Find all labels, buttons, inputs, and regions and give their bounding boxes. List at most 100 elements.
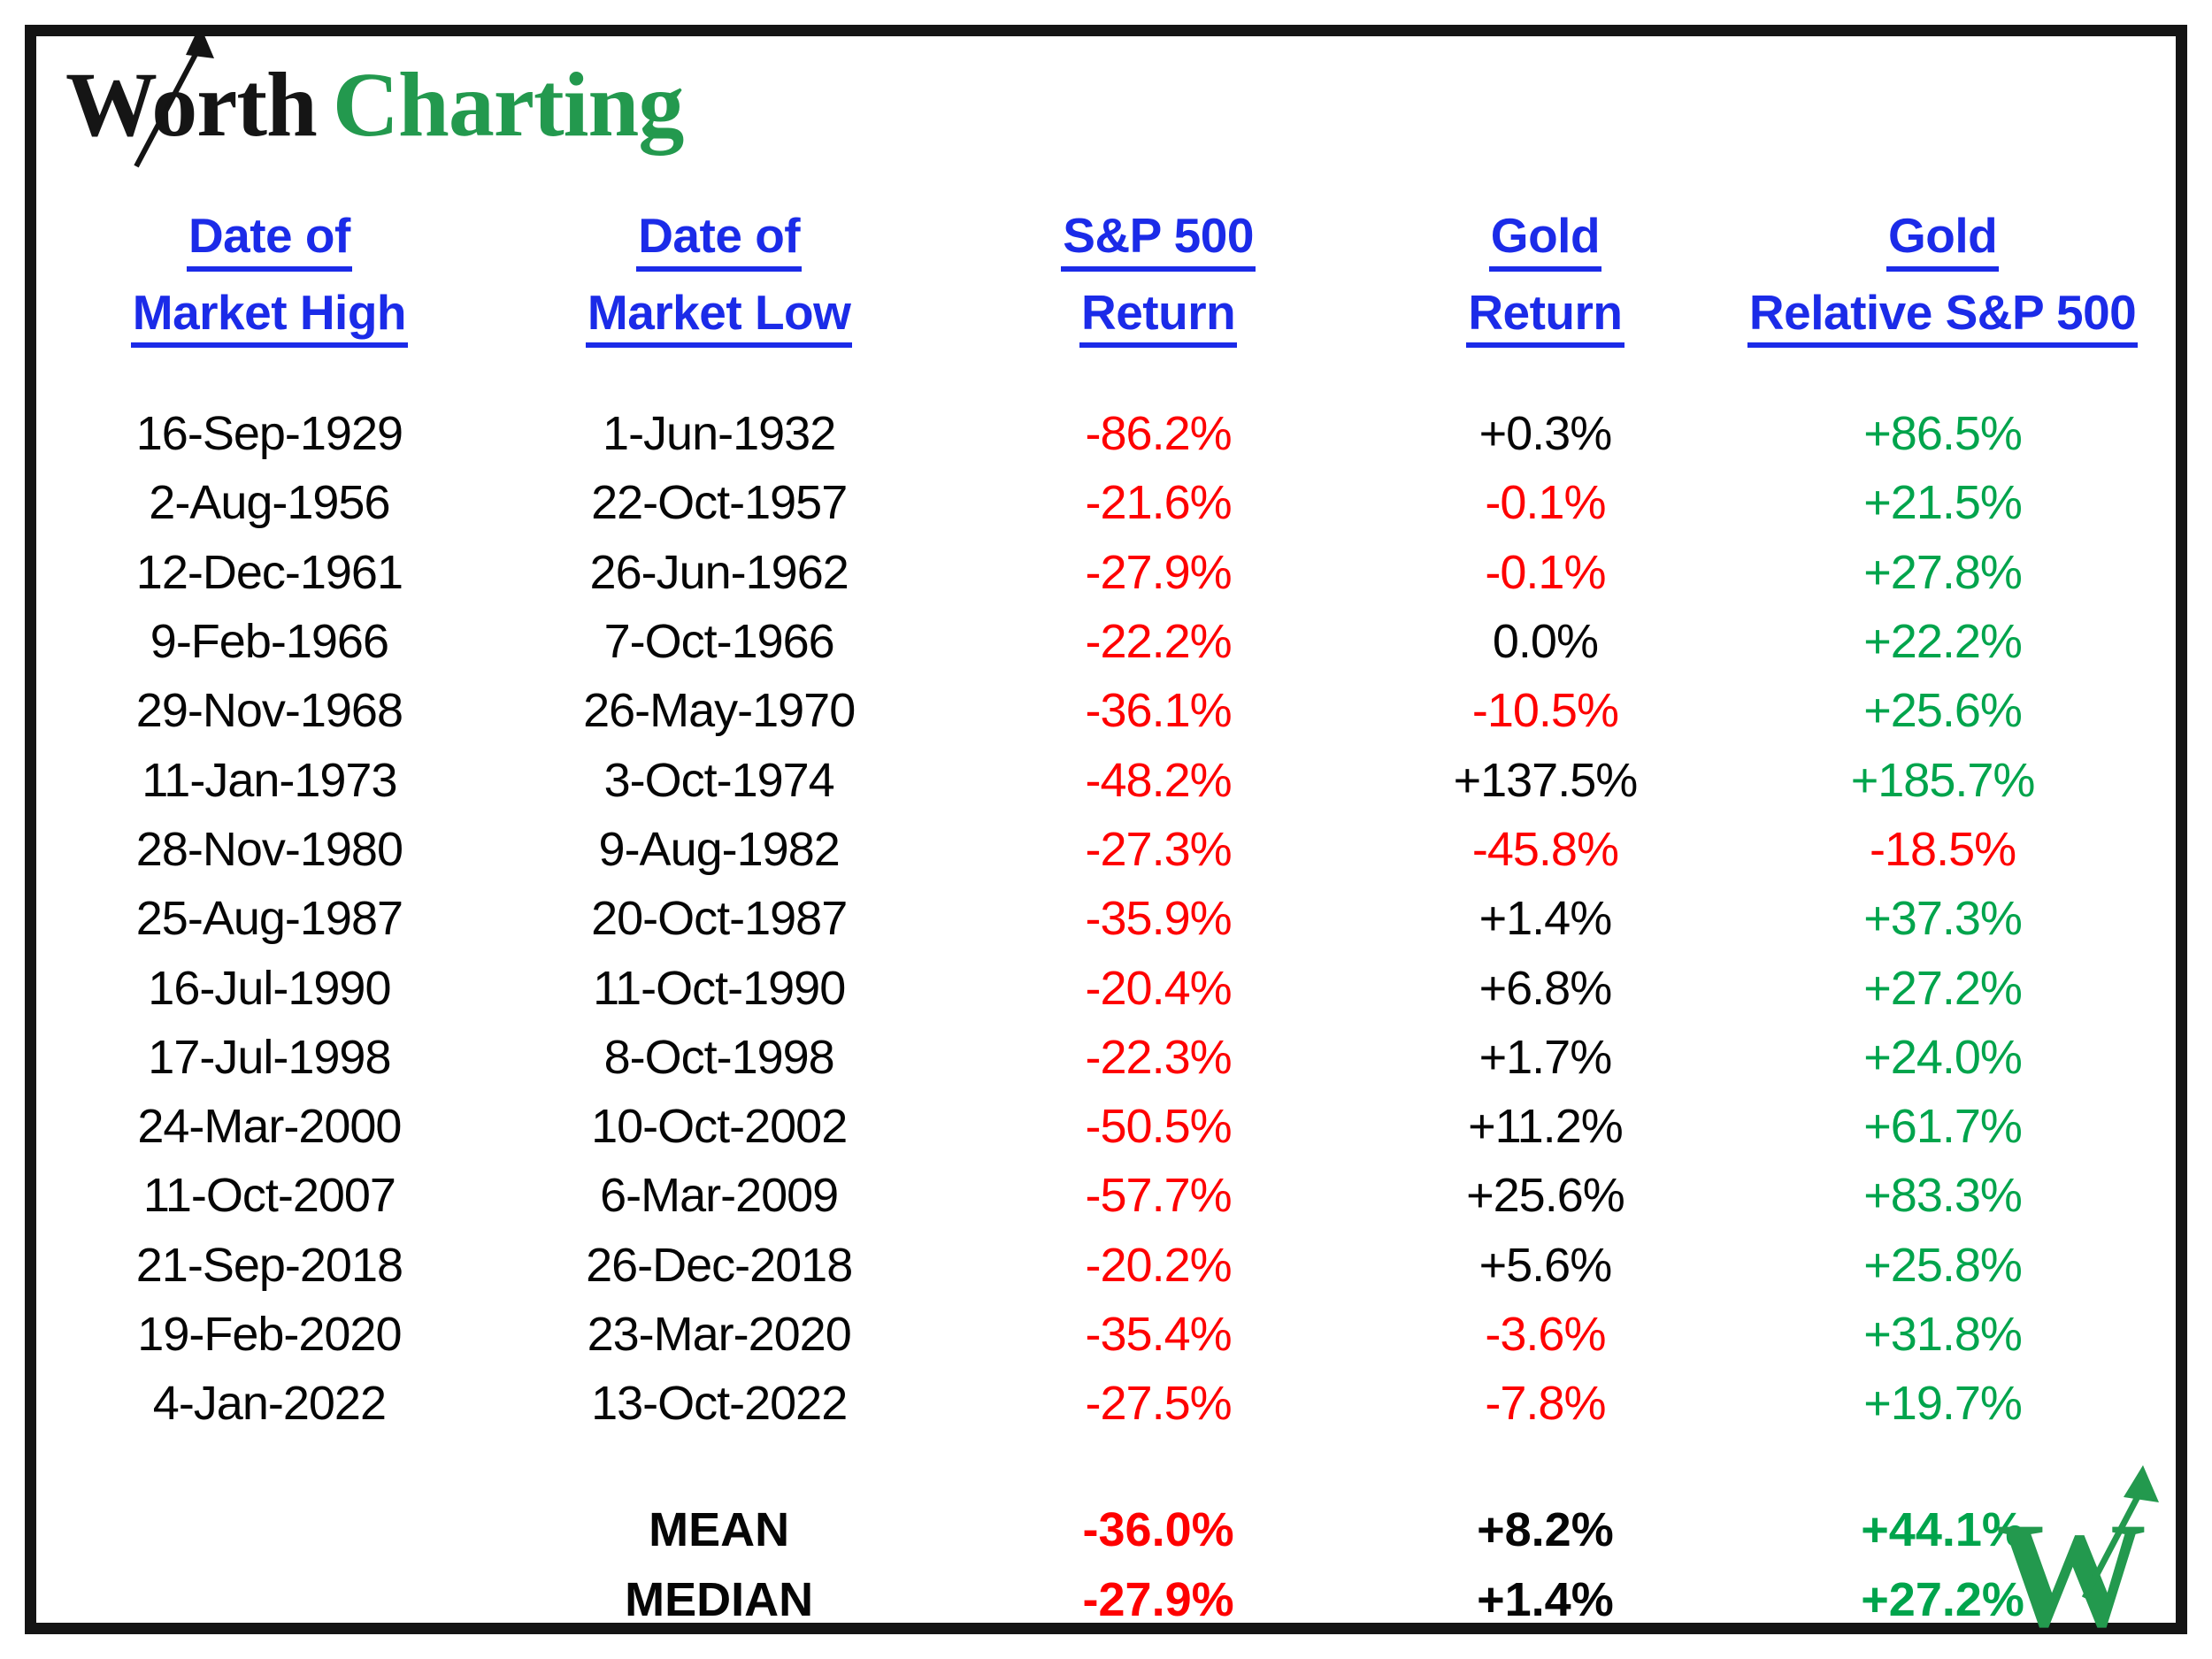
logo-word-charting: Charting: [332, 54, 684, 156]
sp500-return-value: -48.2%: [1085, 753, 1233, 807]
content-area: Worth Charting Date of Market High Date o…: [60, 25, 2152, 1634]
sp500-return-value: -57.7%: [1085, 1169, 1233, 1223]
gold-relative-value: +86.5%: [1863, 407, 2023, 461]
gold-return-value: 0.0%: [1492, 615, 1599, 669]
gold-relative-value: +24.0%: [1863, 1030, 2023, 1084]
gold-relative-value: +185.7%: [1850, 753, 2036, 807]
gold-relative-value: +22.2%: [1863, 615, 2023, 669]
market-high-date: 21-Sep-2018: [135, 1238, 403, 1292]
sp500-return-value: -22.3%: [1085, 1030, 1233, 1084]
sp500-return-value: -20.2%: [1085, 1238, 1233, 1292]
table-row: 19-Feb-2020 23-Mar-2020 -35.4% -3.6% +31…: [60, 1300, 2152, 1369]
column-header-line1: Gold: [1886, 209, 2000, 272]
column-header-line2: Market High: [130, 285, 409, 348]
gold-relative-value: +31.8%: [1863, 1308, 2023, 1361]
column-header: Gold Relative S&P 500: [1733, 209, 2152, 348]
market-low-date: 23-Mar-2020: [587, 1308, 852, 1361]
column-header-line2: Return: [1466, 285, 1624, 348]
market-high-date: 12-Dec-1961: [135, 545, 403, 599]
gold-relative-value: +61.7%: [1863, 1100, 2023, 1154]
table-row: 21-Sep-2018 26-Dec-2018 -20.2% +5.6% +25…: [60, 1231, 2152, 1300]
gold-return-value: -0.1%: [1485, 545, 1606, 599]
sp500-return-value: -36.1%: [1085, 684, 1233, 738]
gold-return-value: -3.6%: [1485, 1308, 1606, 1361]
table-row: 2-Aug-1956 22-Oct-1957 -21.6% -0.1% +21.…: [60, 468, 2152, 537]
summary-label: MEDIAN: [625, 1572, 814, 1626]
sp500-return-value: -20.4%: [1085, 961, 1233, 1015]
market-high-date: 11-Jan-1973: [142, 753, 397, 807]
gold-return-value: -0.1%: [1485, 476, 1606, 530]
gold-relative-value: +27.8%: [1863, 545, 2023, 599]
market-low-date: 13-Oct-2022: [591, 1377, 848, 1431]
brand-logo: Worth Charting: [65, 25, 2152, 170]
market-high-date: 11-Oct-2007: [142, 1169, 396, 1223]
gold-return-value: +6.8%: [1479, 961, 1613, 1015]
header-row: Date of Market High Date of Market Low S…: [60, 209, 2152, 348]
gold-relative-summary: +27.2%: [1861, 1572, 2024, 1626]
table-row: 9-Feb-1966 7-Oct-1966 -22.2% 0.0% +22.2%: [60, 607, 2152, 676]
table-row: 24-Mar-2000 10-Oct-2002 -50.5% +11.2% +6…: [60, 1092, 2152, 1161]
sp500-return-value: -27.5%: [1085, 1377, 1233, 1431]
sp500-return-summary: -27.9%: [1082, 1572, 1234, 1626]
market-low-date: 1-Jun-1932: [603, 407, 836, 461]
gold-return-value: +0.3%: [1479, 407, 1613, 461]
sp500-return-value: -86.2%: [1085, 407, 1233, 461]
watermark-logo: W: [1996, 1462, 2164, 1650]
border-frame: [25, 25, 2187, 1634]
market-low-date: 22-Oct-1957: [591, 476, 848, 530]
summary-row: MEAN -36.0% +8.2% +44.1%: [60, 1494, 2152, 1564]
table-row: 17-Jul-1998 8-Oct-1998 -22.3% +1.7% +24.…: [60, 1023, 2152, 1092]
column-header-line1: Date of: [186, 209, 352, 272]
market-low-date: 8-Oct-1998: [603, 1030, 835, 1084]
summary-label: MEAN: [649, 1502, 790, 1556]
gold-return-value: +1.4%: [1479, 892, 1613, 946]
sp500-return-summary: -36.0%: [1082, 1502, 1234, 1556]
market-high-date: 16-Sep-1929: [135, 407, 403, 461]
table-body: 16-Sep-1929 1-Jun-1932 -86.2% +0.3% +86.…: [60, 399, 2152, 1438]
up-arrow-icon: [2081, 1465, 2159, 1600]
gold-relative-value: +37.3%: [1863, 892, 2023, 946]
market-low-date: 6-Mar-2009: [600, 1169, 839, 1223]
market-low-date: 26-Jun-1962: [589, 545, 849, 599]
column-header: Gold Return: [1357, 209, 1734, 348]
column-header: Date of Market Low: [479, 209, 960, 348]
gold-relative-value: +25.6%: [1863, 684, 2023, 738]
column-header-line2: Return: [1079, 285, 1238, 348]
gold-relative-value: -18.5%: [1870, 822, 2016, 876]
market-low-date: 10-Oct-2002: [591, 1100, 848, 1154]
market-low-date: 20-Oct-1987: [591, 892, 848, 946]
sp500-return-value: -35.9%: [1085, 892, 1233, 946]
gold-relative-value: +19.7%: [1863, 1377, 2023, 1431]
column-header: S&P 500 Return: [960, 209, 1357, 348]
market-high-date: 28-Nov-1980: [135, 822, 403, 876]
sp500-return-value: -50.5%: [1085, 1100, 1233, 1154]
gold-return-value: +137.5%: [1453, 753, 1639, 807]
column-header-line2: Market Low: [585, 285, 853, 348]
market-low-date: 11-Oct-1990: [593, 961, 846, 1015]
gold-relative-value: +25.8%: [1863, 1238, 2023, 1292]
market-low-date: 7-Oct-1966: [603, 615, 835, 669]
table-row: 12-Dec-1961 26-Jun-1962 -27.9% -0.1% +27…: [60, 538, 2152, 607]
column-header: Date of Market High: [60, 209, 479, 348]
market-low-date: 9-Aug-1982: [598, 822, 841, 876]
summary-row: MEDIAN -27.9% +1.4% +27.2%: [60, 1564, 2152, 1634]
column-header-line1: S&P 500: [1061, 209, 1256, 272]
table-row: 16-Sep-1929 1-Jun-1932 -86.2% +0.3% +86.…: [60, 399, 2152, 468]
sp500-return-value: -27.3%: [1085, 822, 1233, 876]
column-header-line1: Date of: [636, 209, 803, 272]
table-row: 29-Nov-1968 26-May-1970 -36.1% -10.5% +2…: [60, 676, 2152, 745]
gold-relative-value: +83.3%: [1863, 1169, 2023, 1223]
gold-return-summary: +8.2%: [1477, 1502, 1614, 1556]
sp500-return-value: -27.9%: [1085, 545, 1233, 599]
table-row: 4-Jan-2022 13-Oct-2022 -27.5% -7.8% +19.…: [60, 1369, 2152, 1438]
table-row: 25-Aug-1987 20-Oct-1987 -35.9% +1.4% +37…: [60, 884, 2152, 953]
table-row: 16-Jul-1990 11-Oct-1990 -20.4% +6.8% +27…: [60, 953, 2152, 1022]
market-high-date: 17-Jul-1998: [148, 1030, 391, 1084]
gold-relative-value: +27.2%: [1863, 961, 2023, 1015]
market-high-date: 25-Aug-1987: [135, 892, 403, 946]
gold-return-value: +1.7%: [1479, 1030, 1613, 1084]
table-row: 11-Oct-2007 6-Mar-2009 -57.7% +25.6% +83…: [60, 1161, 2152, 1230]
sp500-return-value: -22.2%: [1085, 615, 1233, 669]
market-high-date: 29-Nov-1968: [135, 684, 403, 738]
